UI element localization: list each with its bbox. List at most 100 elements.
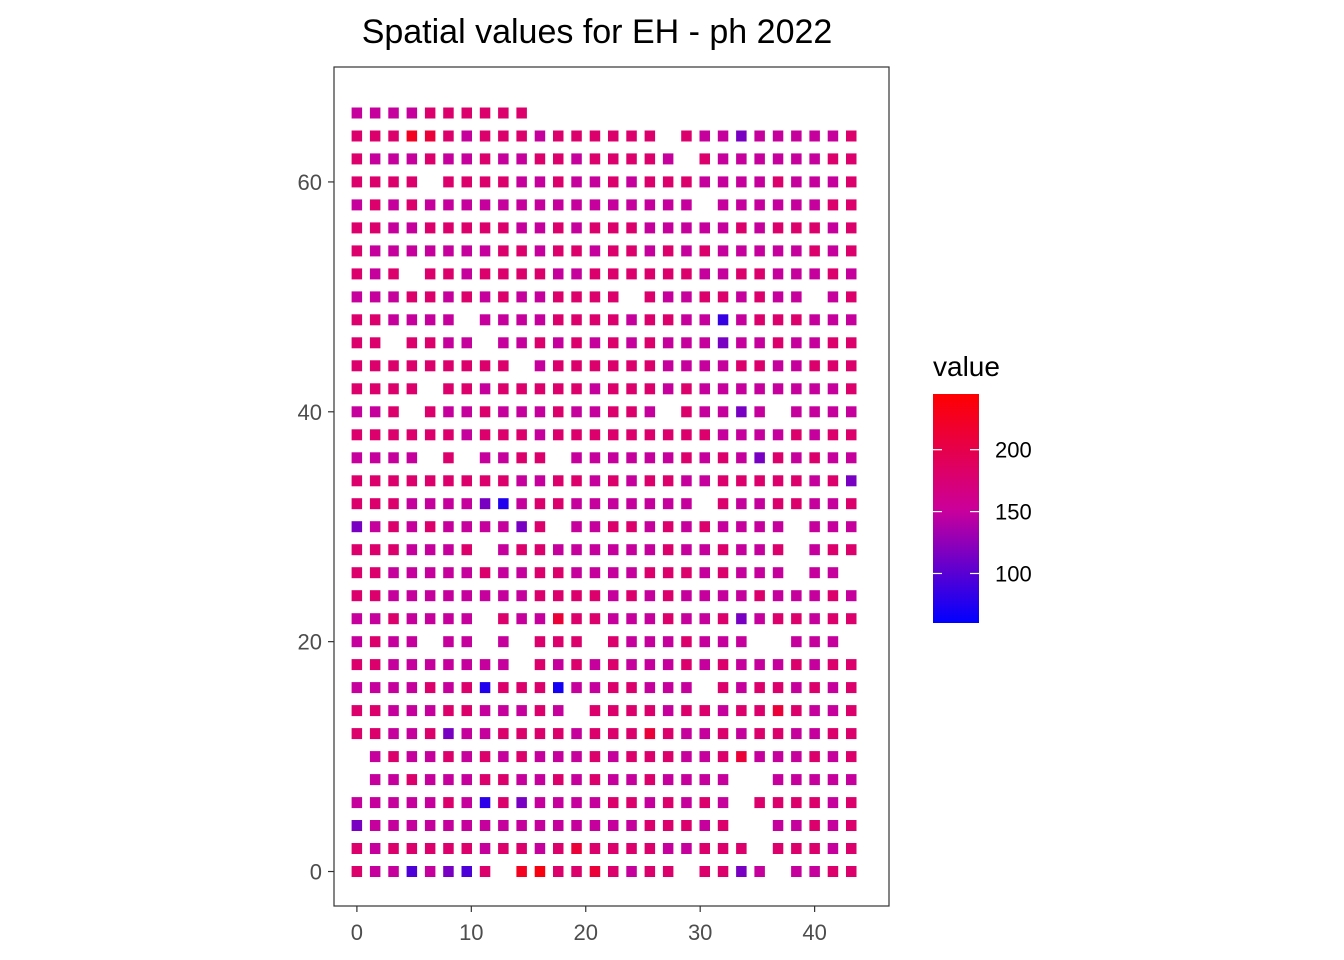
heatmap-cell: [699, 751, 710, 763]
heatmap-cell: [406, 544, 418, 556]
heatmap-cell: [498, 337, 509, 349]
y-tick-label: 40: [298, 400, 322, 425]
heatmap-cell: [424, 751, 436, 763]
heatmap-cell: [479, 705, 491, 717]
heatmap-cell: [754, 199, 765, 211]
heatmap-cell: [553, 774, 564, 786]
heatmap-cell: [388, 245, 399, 257]
heatmap-cell: [626, 360, 637, 372]
heatmap-cell: [534, 521, 546, 533]
heatmap-cell: [479, 728, 491, 740]
heatmap-cell: [443, 682, 454, 694]
heatmap-cell: [608, 406, 619, 418]
heatmap-cell: [681, 521, 692, 533]
heatmap-cell: [662, 659, 674, 671]
heatmap-cell: [662, 268, 674, 280]
heatmap-cell: [461, 360, 472, 372]
heatmap-cell: [754, 429, 765, 441]
heatmap-cell: [626, 659, 637, 671]
y-axis: 0 20 40 60: [298, 170, 334, 885]
heatmap-cell: [406, 337, 418, 349]
heatmap-cell: [571, 222, 582, 234]
heatmap-cell: [681, 337, 692, 349]
heatmap-cell: [827, 820, 839, 831]
heatmap-cell: [644, 567, 656, 579]
heatmap-cell: [351, 337, 363, 349]
heatmap-cell: [406, 797, 418, 809]
heatmap-cell: [809, 843, 820, 854]
heatmap-cell: [553, 268, 564, 280]
heatmap-cell: [516, 153, 527, 165]
heatmap-cell: [754, 659, 765, 671]
heatmap-cell: [662, 728, 674, 740]
heatmap-cell: [644, 452, 656, 464]
heatmap-cell: [443, 130, 454, 142]
heatmap-cell: [553, 130, 564, 142]
heatmap-cell: [846, 774, 857, 786]
heatmap-cell: [589, 245, 601, 257]
heatmap-cell: [534, 452, 546, 464]
heatmap-cell: [443, 222, 454, 234]
y-tick-label: 0: [310, 860, 322, 885]
heatmap-cell: [754, 866, 765, 877]
heatmap-cell: [809, 153, 820, 165]
heatmap-cell: [534, 590, 546, 602]
heatmap-cell: [571, 751, 582, 763]
heatmap-cell: [699, 452, 710, 464]
x-tick-label: 40: [802, 920, 826, 945]
heatmap-cell: [388, 590, 399, 602]
heatmap-cell: [351, 567, 363, 579]
heatmap-cell: [681, 751, 692, 763]
heatmap-cell: [534, 866, 546, 877]
heatmap-cell: [681, 590, 692, 602]
heatmap-cell: [351, 590, 363, 602]
heatmap-cell: [406, 153, 418, 165]
x-tick-label: 10: [459, 920, 483, 945]
heatmap-cell: [809, 659, 820, 671]
heatmap-cell: [846, 843, 857, 854]
heatmap-cell: [736, 406, 747, 418]
heatmap-cell: [388, 797, 399, 809]
heatmap-cell: [626, 176, 637, 188]
heatmap-cell: [626, 245, 637, 257]
heatmap-cell: [498, 383, 509, 395]
heatmap-cell: [534, 705, 546, 717]
heatmap-cell: [846, 590, 857, 602]
heatmap-cell: [791, 222, 802, 234]
heatmap-cell: [424, 337, 436, 349]
heatmap-cell: [717, 475, 729, 487]
heatmap-cell: [424, 866, 436, 877]
heatmap-cell: [754, 498, 765, 510]
heatmap-cell: [736, 337, 747, 349]
heatmap-cell: [626, 452, 637, 464]
heatmap-cell: [498, 705, 509, 717]
heatmap-cell: [406, 498, 418, 510]
heatmap-cell: [351, 797, 363, 809]
heatmap-cell: [369, 153, 381, 165]
heatmap-cell: [662, 843, 674, 854]
heatmap-cell: [736, 314, 747, 326]
heatmap-cell: [717, 314, 729, 326]
heatmap-cell: [589, 360, 601, 372]
heatmap-cell: [424, 222, 436, 234]
heatmap-cell: [553, 797, 564, 809]
heatmap-cell: [516, 590, 527, 602]
heatmap-cell: [443, 843, 454, 854]
heatmap-cell: [608, 268, 619, 280]
heatmap-cell: [406, 383, 418, 395]
heatmap-cell: [827, 567, 839, 579]
heatmap-cell: [369, 544, 381, 556]
heatmap-cell: [406, 567, 418, 579]
heatmap-cell: [534, 682, 546, 694]
heatmap-cell: [443, 268, 454, 280]
heatmap-cell: [351, 383, 363, 395]
heatmap-cell: [424, 590, 436, 602]
heatmap-cell: [662, 153, 674, 165]
heatmap-cell: [443, 153, 454, 165]
heatmap-cell: [809, 590, 820, 602]
heatmap-cell: [626, 268, 637, 280]
heatmap-cell: [644, 751, 656, 763]
heatmap-cell: [388, 705, 399, 717]
heatmap-cell: [443, 659, 454, 671]
heatmap-cell: [827, 475, 839, 487]
